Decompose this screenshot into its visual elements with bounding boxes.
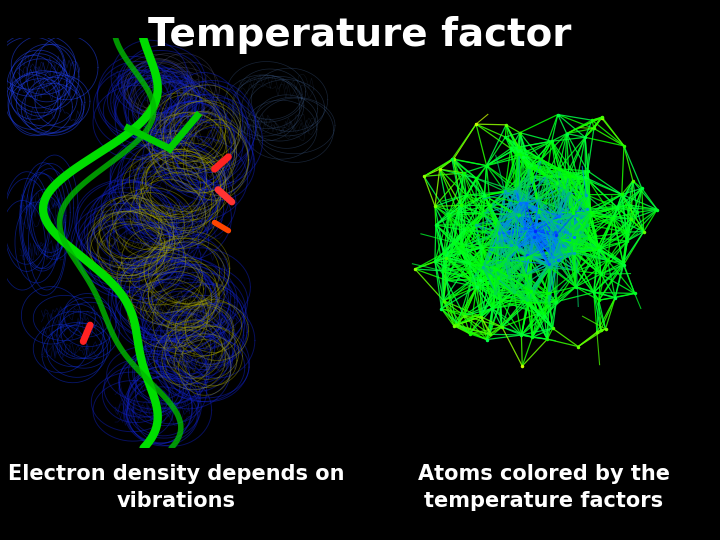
Text: Atoms colored by the
temperature factors: Atoms colored by the temperature factors [418,464,670,511]
Text: Temperature factor: Temperature factor [148,16,572,54]
Text: Electron density depends on
vibrations: Electron density depends on vibrations [8,464,345,511]
